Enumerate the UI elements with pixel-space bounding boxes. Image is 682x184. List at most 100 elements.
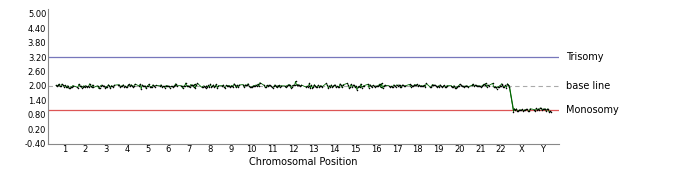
Point xyxy=(296,84,307,86)
Point xyxy=(370,84,381,87)
Point xyxy=(390,85,401,88)
Point xyxy=(490,85,501,88)
Point xyxy=(106,84,117,87)
Point xyxy=(449,86,460,89)
Point xyxy=(155,84,166,87)
Point xyxy=(263,85,273,88)
Point xyxy=(355,83,366,86)
Point xyxy=(533,107,544,110)
Point xyxy=(454,83,465,86)
Point xyxy=(300,85,311,88)
Point xyxy=(50,84,61,87)
Point xyxy=(72,86,83,89)
Point xyxy=(316,85,327,88)
Point xyxy=(524,107,535,110)
Point xyxy=(53,83,64,86)
Point xyxy=(355,86,366,89)
Point xyxy=(476,84,487,87)
Point xyxy=(516,109,527,112)
Point xyxy=(498,85,509,88)
Point xyxy=(541,109,552,112)
Point xyxy=(511,107,522,110)
Point xyxy=(534,108,545,111)
Point xyxy=(429,84,440,87)
Point xyxy=(543,107,554,110)
Point xyxy=(204,86,215,89)
Point xyxy=(502,82,513,85)
Point xyxy=(74,85,85,88)
Point xyxy=(246,86,256,89)
Point xyxy=(158,85,169,88)
Point xyxy=(411,84,422,86)
Point xyxy=(351,85,361,88)
Point xyxy=(185,83,196,86)
Point xyxy=(529,108,539,111)
Point xyxy=(336,84,346,87)
Point xyxy=(183,84,194,87)
Point xyxy=(501,86,512,89)
Point xyxy=(493,85,504,88)
Point xyxy=(419,85,430,88)
Point xyxy=(412,83,423,86)
Point xyxy=(542,108,552,111)
Point xyxy=(322,84,333,87)
Point xyxy=(475,85,486,88)
Point xyxy=(223,84,234,87)
Point xyxy=(314,85,325,88)
Point xyxy=(414,84,425,87)
Point xyxy=(471,85,482,88)
Point xyxy=(311,86,322,89)
Point xyxy=(290,80,301,83)
Point xyxy=(219,86,230,89)
Point xyxy=(458,86,469,89)
Point xyxy=(434,85,445,88)
Point xyxy=(417,85,428,88)
Point xyxy=(535,107,546,110)
Point xyxy=(408,85,419,88)
Point xyxy=(222,84,233,87)
Point xyxy=(238,83,249,86)
Point xyxy=(280,86,291,89)
Point xyxy=(326,84,337,86)
Point xyxy=(483,84,494,87)
Point xyxy=(292,83,303,86)
Point xyxy=(267,86,278,89)
Point xyxy=(474,84,485,87)
Point xyxy=(233,86,243,89)
Point xyxy=(482,83,493,86)
Point xyxy=(287,84,298,87)
Point xyxy=(281,84,292,87)
Point xyxy=(231,86,241,89)
Point xyxy=(456,85,467,88)
Point xyxy=(75,84,86,87)
Point xyxy=(53,84,63,87)
Point xyxy=(353,85,364,88)
Point xyxy=(394,84,405,87)
Point xyxy=(477,84,488,87)
Point xyxy=(376,82,387,85)
Point xyxy=(368,84,379,87)
Point xyxy=(405,85,416,88)
Point xyxy=(316,84,327,87)
Point xyxy=(426,86,436,89)
Point xyxy=(119,85,130,88)
Point xyxy=(165,85,176,88)
Point xyxy=(68,84,78,87)
Point xyxy=(324,84,335,87)
Point xyxy=(425,86,436,89)
Point xyxy=(258,84,269,87)
Point xyxy=(77,85,88,88)
Point xyxy=(310,84,321,87)
Point xyxy=(431,84,442,87)
Point xyxy=(225,85,236,88)
Point xyxy=(478,83,489,86)
Point xyxy=(508,110,519,113)
Point xyxy=(467,83,478,86)
X-axis label: Chromosomal Position: Chromosomal Position xyxy=(249,157,358,167)
Point xyxy=(357,85,368,88)
Point xyxy=(202,86,213,89)
Point xyxy=(445,84,456,87)
Point xyxy=(522,109,533,112)
Point xyxy=(419,84,430,87)
Point xyxy=(138,85,149,88)
